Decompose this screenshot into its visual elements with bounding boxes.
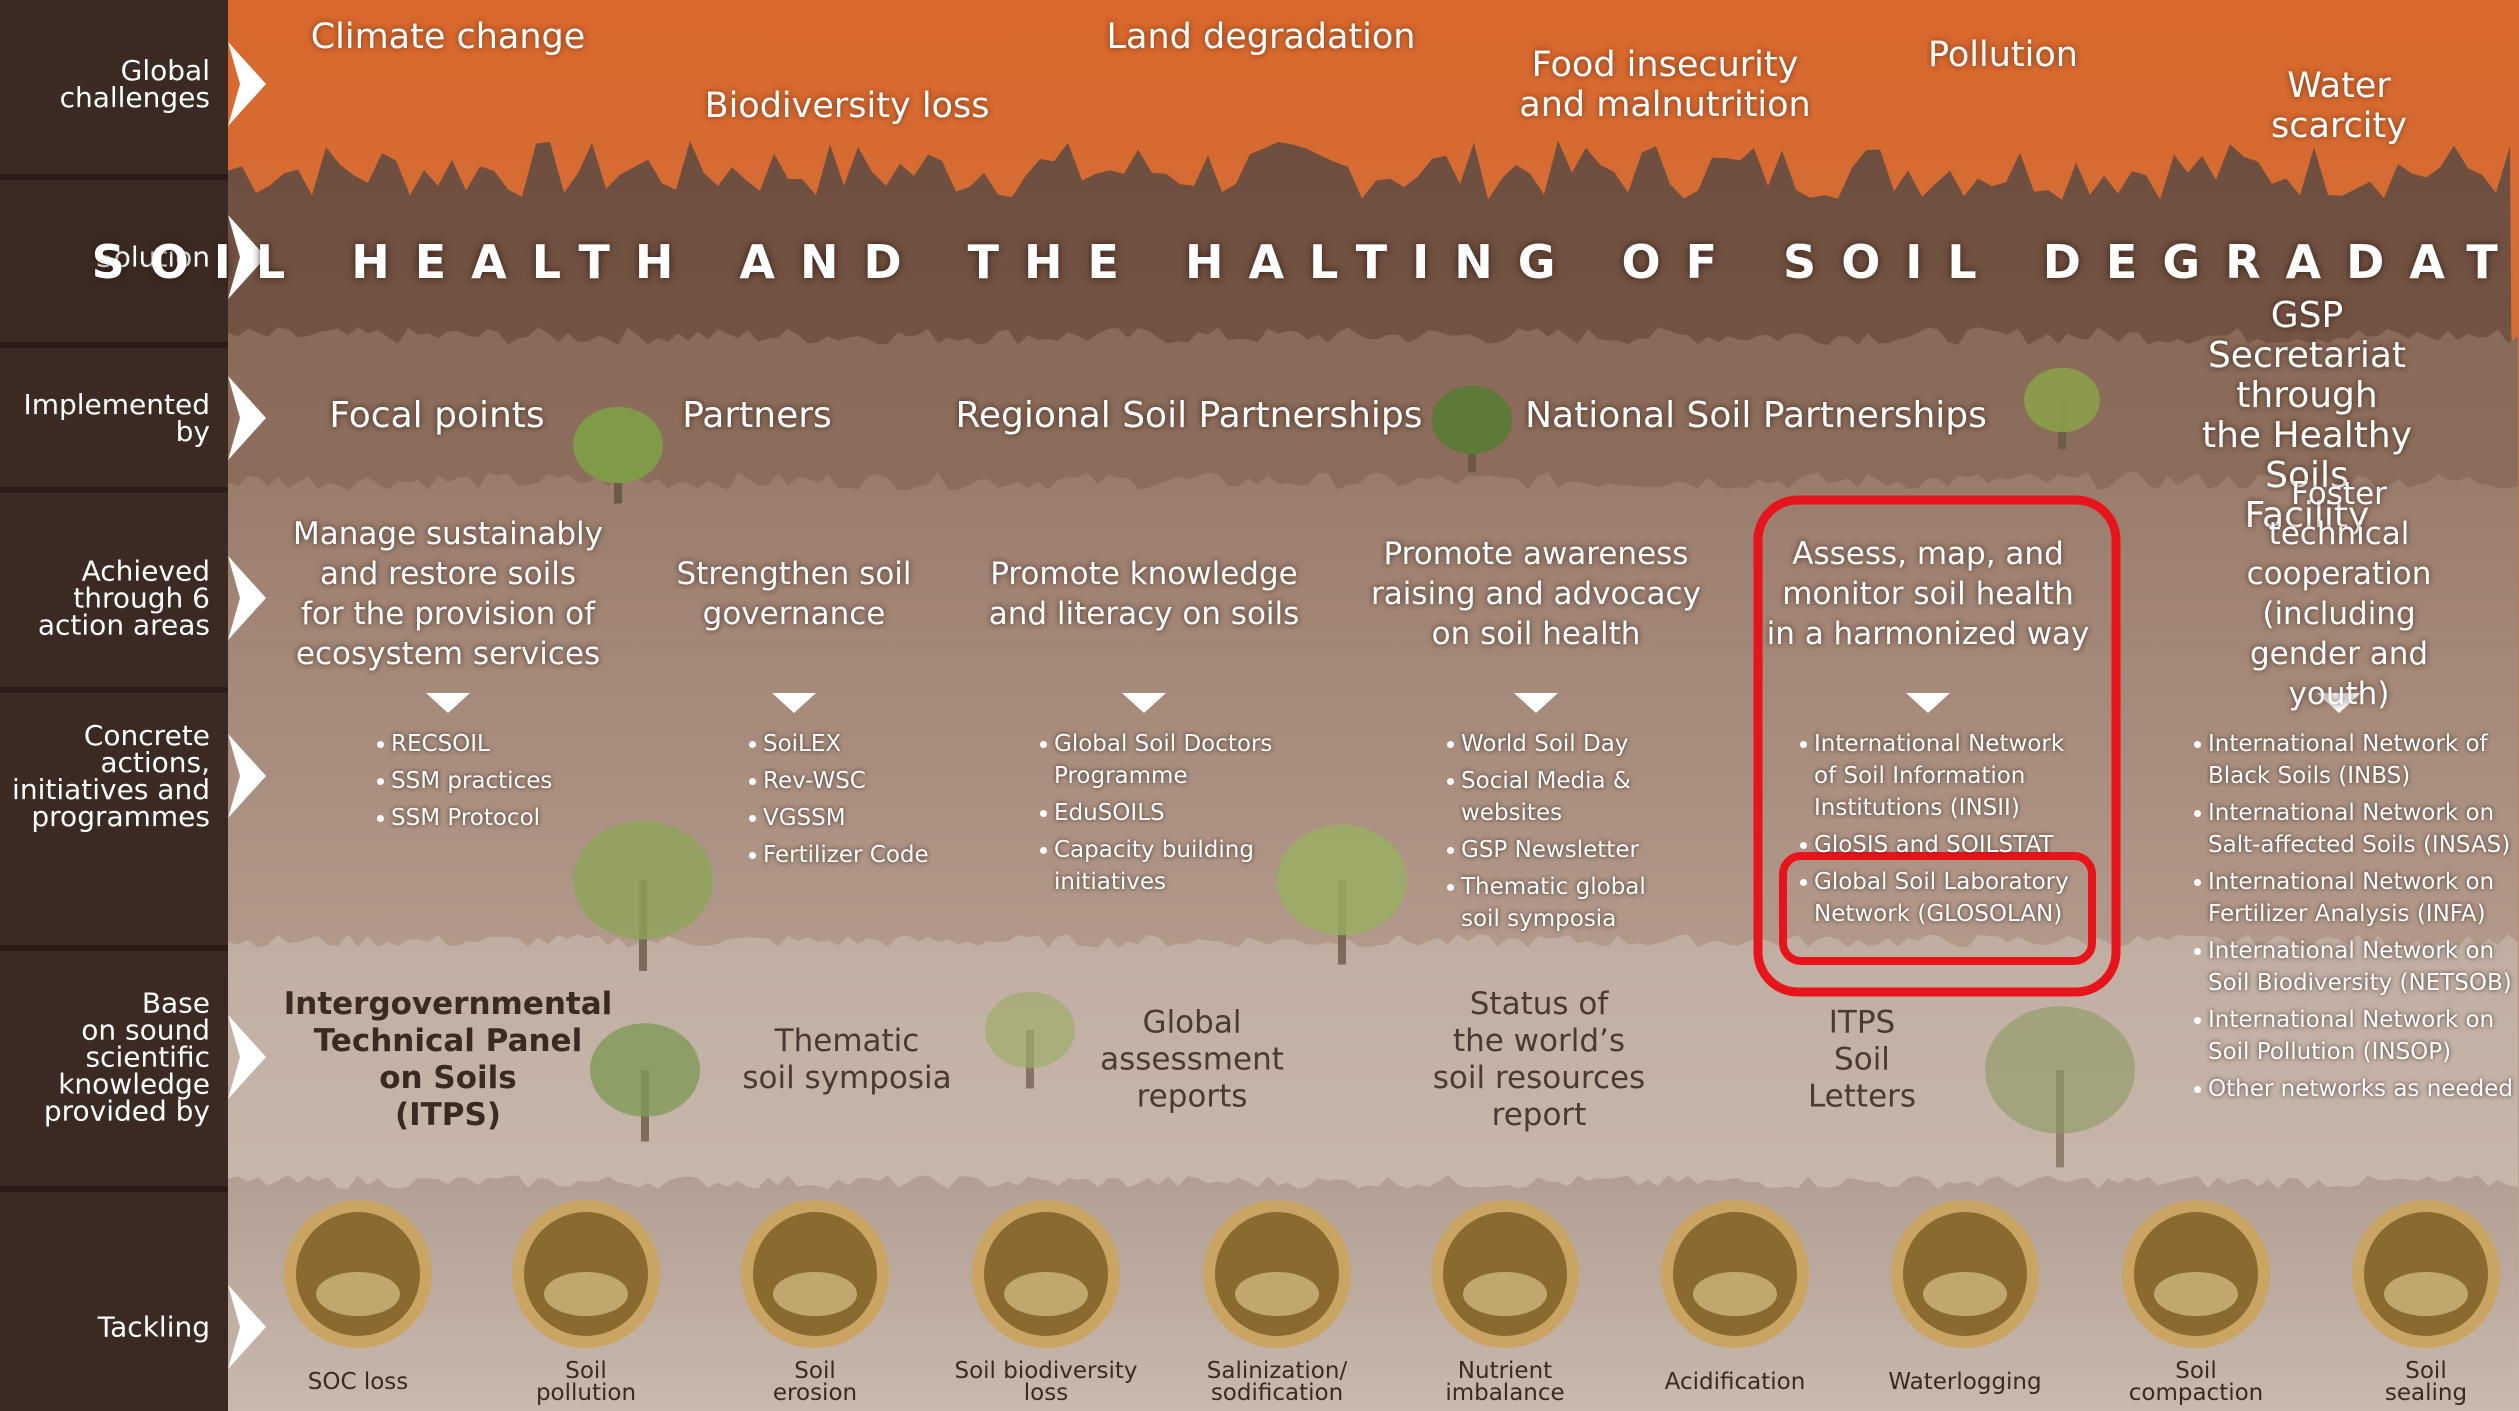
action-item: Capacity building initiatives	[1054, 834, 1272, 898]
action-list: Global Soil Doctors Programme EduSOILS Cap…	[1036, 728, 1272, 903]
action-item: Rev-WSC	[763, 765, 929, 797]
row-divider	[0, 342, 228, 348]
icon-glyph	[1923, 1272, 2007, 1316]
icon-glyph	[773, 1272, 857, 1316]
tackling-label: SOC loss	[308, 1371, 409, 1393]
row-divider	[0, 945, 228, 951]
tree-crown	[1277, 825, 1407, 936]
action-item: International Network on Fertilizer Anal…	[2208, 866, 2513, 930]
action-item: International Network of Black Soils (IN…	[2208, 728, 2513, 792]
icon-glyph	[316, 1272, 400, 1316]
icon-glyph	[1693, 1272, 1777, 1316]
tackling-label: Soil compaction	[2129, 1360, 2264, 1404]
icon-glyph	[1004, 1272, 1088, 1316]
action-item: GSP Newsletter	[1461, 834, 1646, 866]
row-label: Base on sound scientific knowledge provi…	[44, 990, 210, 1125]
action-area-title: Promote knowledge and literacy on soils	[989, 554, 1300, 634]
action-item: SSM Protocol	[391, 802, 552, 834]
tree-crown	[2024, 368, 2100, 433]
tree-crown	[985, 992, 1075, 1069]
tackling-label: Soil sealing	[2385, 1360, 2467, 1404]
action-item: Social Media & websites	[1461, 765, 1646, 829]
knowledge-source: Global assessment reports	[1100, 1005, 1284, 1116]
tackling-label: Soil erosion	[773, 1360, 857, 1404]
challenge: Pollution	[1928, 35, 2078, 75]
action-item: VGSSM	[763, 802, 929, 834]
row-divider	[0, 1186, 228, 1192]
tackling-label: Nutrient imbalance	[1445, 1360, 1564, 1404]
action-item: Fertilizer Code	[763, 839, 929, 871]
icon-glyph	[1463, 1272, 1547, 1316]
knowledge-source: ITPS Soil Letters	[1808, 1005, 1916, 1116]
tree-crown	[573, 821, 713, 940]
action-item: International Network on Soil Biodiversi…	[2208, 935, 2513, 999]
challenge: Biodiversity loss	[705, 86, 990, 126]
tackling-label: Salinization/ sodification	[1207, 1360, 1347, 1404]
action-item: SSM practices	[391, 765, 552, 797]
knowledge-source: Status of the world’s soil resources rep…	[1433, 986, 1645, 1134]
action-item: Other networks as needed	[2208, 1073, 2513, 1105]
row-divider	[0, 174, 228, 180]
row-label: Concrete actions, initiatives and progra…	[12, 722, 210, 830]
row-divider	[0, 687, 228, 693]
action-item: Global Soil Laboratory Network (GLOSOLAN…	[1814, 866, 2069, 930]
implementer: Focal points	[329, 396, 544, 436]
action-area-title: Strengthen soil governance	[676, 554, 911, 634]
tree-crown	[573, 407, 663, 484]
tackling-label: Acidification	[1665, 1371, 1806, 1393]
row-label: Achieved through 6 action areas	[38, 558, 210, 639]
infographic: Global challengesSolutionImplemented byA…	[0, 0, 2519, 1411]
tackling-label: Soil biodiversity loss	[954, 1360, 1137, 1404]
action-area-title: Assess, map, and monitor soil health in …	[1767, 534, 2090, 654]
implementer: Partners	[682, 396, 832, 436]
knowledge-source: Thematic soil symposia	[742, 1023, 951, 1097]
knowledge-source: Intergovernmental Technical Panel on Soi…	[284, 986, 613, 1134]
action-item: EduSOILS	[1054, 797, 1272, 829]
action-item: International Network on Soil Pollution …	[2208, 1004, 2513, 1068]
background	[0, 0, 2519, 1411]
action-item: Thematic global soil symposia	[1461, 871, 1646, 935]
action-item: International Network of Soil Informatio…	[1814, 728, 2069, 824]
action-item: SoiLEX	[763, 728, 929, 760]
action-item: Global Soil Doctors Programme	[1054, 728, 1272, 792]
action-item: GloSIS and SOILSTAT	[1814, 829, 2069, 861]
action-list: SoiLEX Rev-WSC VGSSM Fertilizer Code	[745, 728, 929, 876]
action-area-title: Promote awareness raising and advocacy o…	[1371, 534, 1701, 654]
solution: SOIL HEALTH AND THE HALTING OF SOIL DEGR…	[92, 235, 2519, 289]
action-item: International Network on Salt-affected S…	[2208, 797, 2513, 861]
row-divider	[0, 487, 228, 493]
action-area-title: Manage sustainably and restore soils for…	[293, 514, 603, 674]
challenge: Climate change	[311, 17, 586, 57]
action-list: World Soil Day Social Media & websites GSP…	[1443, 728, 1646, 940]
challenge: Land degradation	[1107, 17, 1416, 57]
implementer: National Soil Partnerships	[1525, 396, 1987, 436]
tree-crown	[1432, 386, 1512, 454]
row-label: Implemented by	[23, 391, 210, 445]
action-area-title: Foster technical cooperation (including …	[2247, 474, 2432, 714]
action-item: World Soil Day	[1461, 728, 1646, 760]
action-list: International Network of Black Soils (IN…	[2190, 728, 2513, 1110]
challenge: Food insecurity and malnutrition	[1519, 45, 1810, 125]
action-list: RECSOIL SSM practices SSM Protocol	[373, 728, 552, 839]
implementer: Regional Soil Partnerships	[955, 396, 1422, 436]
challenge: Water scarcity	[2249, 66, 2429, 146]
tree-crown	[1985, 1006, 2135, 1134]
row-label: Global challenges	[60, 57, 210, 111]
tackling-label: Waterlogging	[1888, 1371, 2041, 1393]
action-list: International Network of Soil Informatio…	[1796, 728, 2069, 935]
action-item: RECSOIL	[391, 728, 552, 760]
row-label: Tackling	[98, 1314, 210, 1341]
icon-glyph	[1235, 1272, 1319, 1316]
icon-glyph	[544, 1272, 628, 1316]
tackling-label: Soil pollution	[536, 1360, 636, 1404]
icon-glyph	[2154, 1272, 2238, 1316]
icon-glyph	[2384, 1272, 2468, 1316]
